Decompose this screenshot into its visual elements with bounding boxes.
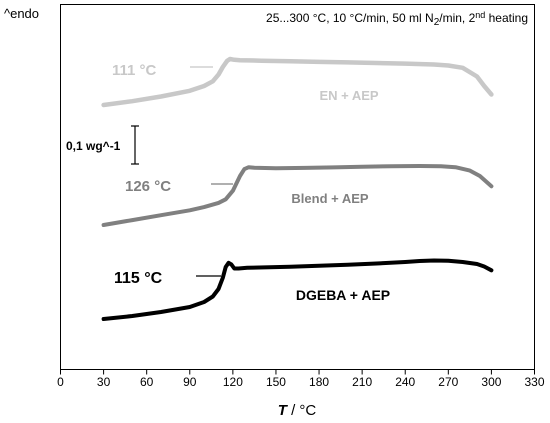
x-axis-title: T / °C [278, 402, 317, 419]
x-tick-label: 60 [140, 375, 154, 389]
conditions-pre: 25...300 °C, 10 °C/min, 50 ml N [266, 11, 434, 25]
curves: 111 °C EN + AEP 126 °C Blend + AEP 115 °C DGE… [101, 56, 494, 321]
x-tick-label: 150 [266, 375, 286, 389]
series-label-en-aep: EN + AEP [319, 88, 378, 103]
x-axis-variable: T [278, 402, 289, 419]
x-tick-label: 330 [524, 375, 544, 389]
x-tick-label: 270 [438, 375, 458, 389]
conditions-sup: nd [475, 10, 485, 20]
x-tick-label: 0 [57, 375, 64, 389]
x-axis-unit: / °C [287, 402, 317, 419]
x-tick-label: 120 [223, 375, 243, 389]
measurement-conditions: 25...300 °C, 10 °C/min, 50 ml N2/min, 2n… [266, 10, 528, 28]
x-tick-label: 30 [97, 375, 111, 389]
series-label-dgeba-aep: DGEBA + AEP [296, 287, 390, 303]
tg-label-dgeba-aep: 115 °C [114, 270, 163, 287]
tg-label-en-aep: 111 °C [112, 62, 157, 79]
curve-en-aep [101, 56, 494, 108]
x-tick-label: 300 [481, 375, 501, 389]
series-label-blend-aep: Blend + AEP [291, 191, 369, 206]
conditions-sub: 2 [434, 17, 440, 28]
x-tick-label: 240 [395, 375, 415, 389]
scale-bar-label: 0,1 wg^-1 [66, 139, 121, 153]
conditions-post: heating [485, 11, 528, 25]
x-tick-label: 210 [352, 375, 372, 389]
y-axis-label: ^endo [4, 6, 39, 21]
curve-blend-aep [101, 164, 494, 227]
plot-frame [60, 4, 535, 370]
curve-dgeba-aep [101, 258, 494, 321]
tg-label-blend-aep: 126 °C [125, 178, 171, 195]
x-tick-label: 90 [183, 375, 197, 389]
x-axis: 0 30 60 90 120 150 180 210 240 270 300 330 [57, 369, 545, 389]
x-tick-label: 180 [309, 375, 329, 389]
conditions-mid: /min, 2 [439, 11, 475, 25]
